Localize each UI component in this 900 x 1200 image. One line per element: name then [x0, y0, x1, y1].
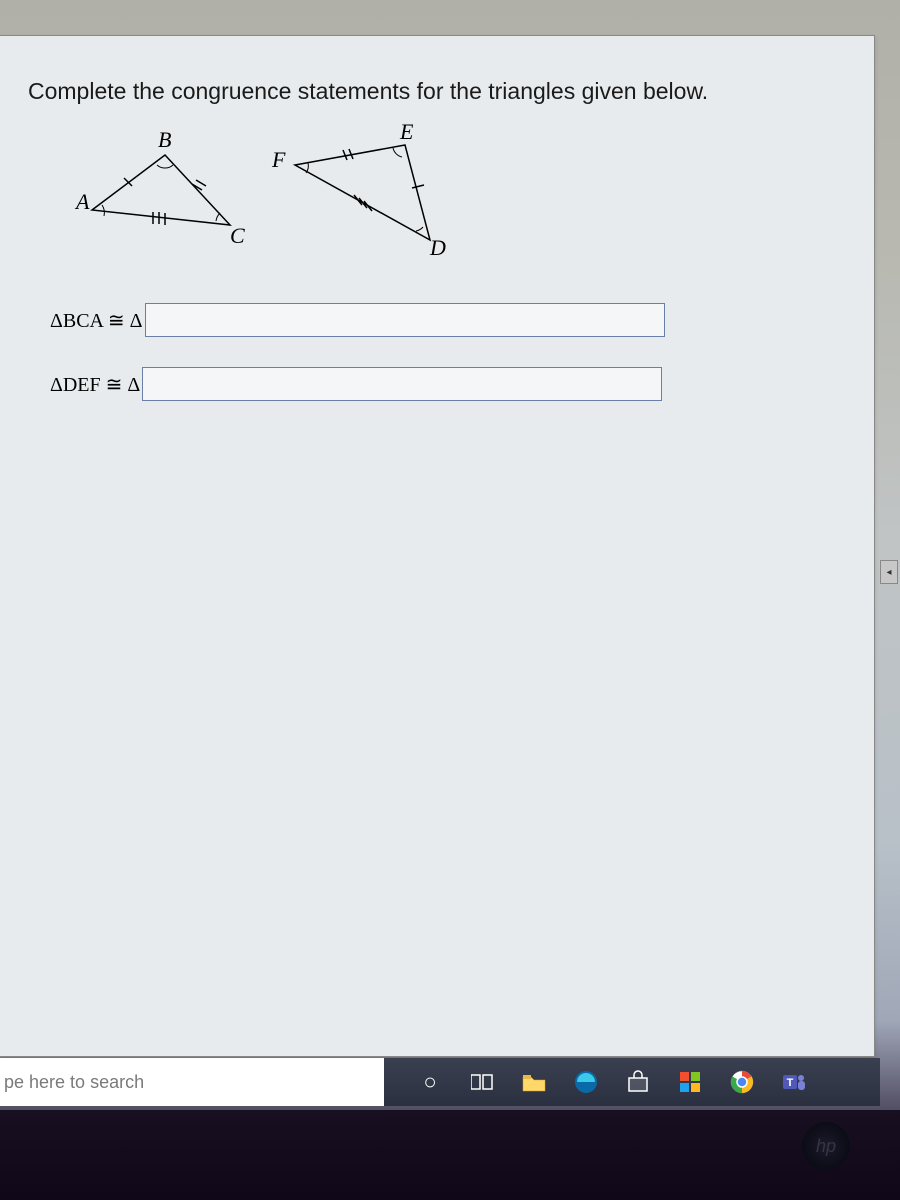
- taskbar: pe here to search ○ T: [0, 1058, 880, 1106]
- vertex-e-label: E: [400, 119, 413, 145]
- answer-2-input[interactable]: [142, 367, 662, 401]
- vertex-f-label: F: [272, 147, 285, 173]
- task-view-icon[interactable]: [462, 1062, 502, 1102]
- question-panel: Complete the congruence statements for t…: [0, 35, 875, 1057]
- triangle-abc: [92, 155, 230, 225]
- cortana-icon[interactable]: ○: [410, 1062, 450, 1102]
- chrome-icon[interactable]: [722, 1062, 762, 1102]
- file-explorer-icon[interactable]: [514, 1062, 554, 1102]
- search-placeholder-text: pe here to search: [4, 1072, 144, 1093]
- scrollbar-left-arrow[interactable]: ◂: [880, 560, 898, 584]
- hp-logo: hp: [802, 1122, 850, 1170]
- teams-icon[interactable]: T: [774, 1062, 814, 1102]
- app-icon-1[interactable]: [670, 1062, 710, 1102]
- svg-text:T: T: [787, 1077, 794, 1089]
- triangle-def: [295, 145, 430, 240]
- vertex-d-label: D: [430, 235, 446, 261]
- triangles-diagram: A B C F E D: [40, 125, 540, 265]
- answer-row-1: ΔBCA ≅ Δ: [50, 303, 874, 337]
- answer-1-input[interactable]: [145, 303, 665, 337]
- vertex-b-label: B: [158, 127, 171, 153]
- diagram-svg: [40, 125, 540, 265]
- taskbar-search[interactable]: pe here to search: [0, 1058, 384, 1106]
- answer-2-label: ΔDEF ≅ Δ: [50, 372, 140, 397]
- store-icon[interactable]: [618, 1062, 658, 1102]
- vertex-a-label: A: [76, 189, 89, 215]
- monitor-bezel: hp: [0, 1110, 900, 1200]
- vertex-c-label: C: [230, 223, 245, 249]
- answer-1-label: ΔBCA ≅ Δ: [50, 308, 143, 333]
- edge-icon[interactable]: [566, 1062, 606, 1102]
- answer-row-2: ΔDEF ≅ Δ: [50, 367, 874, 401]
- question-prompt: Complete the congruence statements for t…: [0, 36, 874, 105]
